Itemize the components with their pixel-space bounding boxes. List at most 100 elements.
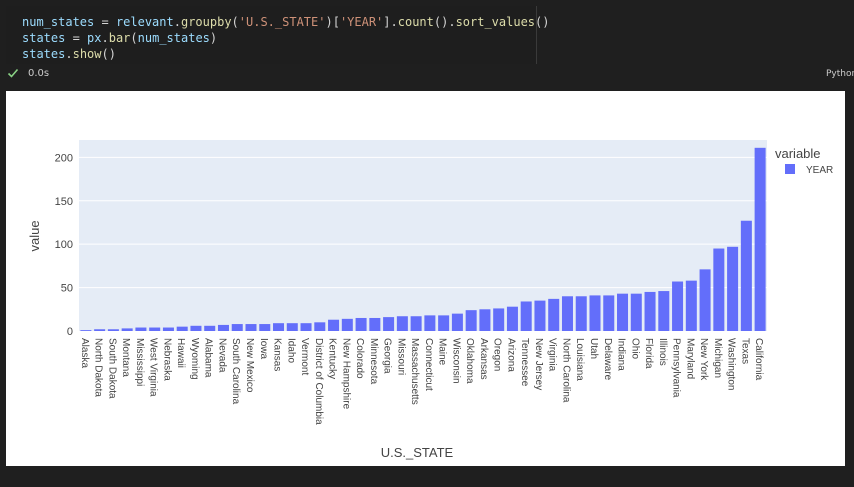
bar-new-york[interactable] <box>699 269 711 331</box>
code-editor[interactable]: num_states = relevant.groupby('U.S._STAT… <box>6 6 550 64</box>
cell-status-bar: 0.0s Python <box>0 66 854 84</box>
bar-west-virginia[interactable] <box>149 327 161 331</box>
code-token: show <box>72 47 102 61</box>
x-tick-label: New Hampshire <box>340 338 351 410</box>
bar-mississippi[interactable] <box>135 327 147 331</box>
bar-north-carolina[interactable] <box>561 296 573 331</box>
bar-minnesota[interactable] <box>369 317 381 331</box>
bar-michigan[interactable] <box>713 248 725 331</box>
bar-maine[interactable] <box>438 315 450 331</box>
x-tick-label: Virginia <box>547 338 558 372</box>
bar-louisiana[interactable] <box>575 296 587 331</box>
x-tick-label: Wyoming <box>189 338 200 380</box>
bar-kansas[interactable] <box>273 323 285 331</box>
kernel-language[interactable]: Python <box>826 69 854 79</box>
x-tick-label: Minnesota <box>368 338 379 385</box>
x-tick-label: Idaho <box>285 338 296 363</box>
bar-south-carolina[interactable] <box>231 324 243 331</box>
bar-idaho[interactable] <box>286 323 298 331</box>
x-tick-label: Texas <box>739 338 750 364</box>
cell-output: 0 50 100 150 200 Alaska North Dakota South Dak… <box>6 91 845 466</box>
bar-connecticut[interactable] <box>424 315 436 331</box>
bar-oregon[interactable] <box>493 308 505 331</box>
bar-tennessee[interactable] <box>520 301 532 331</box>
bar-iowa[interactable] <box>259 324 271 331</box>
code-token: num_states <box>137 31 210 45</box>
x-tick-label: Connecticut <box>423 338 434 391</box>
bar-california[interactable] <box>754 147 766 331</box>
bar-kentucky[interactable] <box>328 319 340 331</box>
check-icon <box>7 68 19 78</box>
bar-wisconsin[interactable] <box>451 313 463 331</box>
legend-entry-year[interactable]: YEAR <box>806 165 833 176</box>
x-tick-label: Iowa <box>258 338 269 360</box>
x-tick-label: Montana <box>120 338 131 377</box>
x-tick-label: Mississippi <box>134 338 145 386</box>
code-token: groupby <box>180 15 232 29</box>
bar-oklahoma[interactable] <box>465 310 477 331</box>
x-tick-label: Wisconsin <box>450 338 461 384</box>
x-tick-label: Nevada <box>216 338 227 373</box>
bar-nebraska[interactable] <box>162 327 174 331</box>
x-tick-label: Maine <box>437 338 448 366</box>
bar-alaska[interactable] <box>80 330 92 331</box>
code-token: ) <box>209 31 218 45</box>
bar-montana[interactable] <box>121 328 133 331</box>
bar-pennsylvania[interactable] <box>672 281 684 331</box>
bar-missouri[interactable] <box>396 316 408 331</box>
bar-florida[interactable] <box>644 291 656 331</box>
x-tick-label: Michigan <box>712 338 723 378</box>
bar-delaware[interactable] <box>603 295 615 331</box>
bar-wyoming[interactable] <box>190 325 202 331</box>
bar-hawaii[interactable] <box>176 326 188 331</box>
bar-massachusetts[interactable] <box>410 316 422 331</box>
code-token: ]. <box>383 15 398 29</box>
bar-georgia[interactable] <box>383 317 395 331</box>
bar-washington[interactable] <box>727 246 739 331</box>
x-tick-label: Hawaii <box>175 338 186 368</box>
bar-new-hampshire[interactable] <box>341 318 353 331</box>
bar-chart[interactable]: 0 50 100 150 200 Alaska North Dakota South Dak… <box>6 91 845 466</box>
x-tick-label: New Jersey <box>533 338 544 390</box>
bar-indiana[interactable] <box>617 293 629 331</box>
bar-north-dakota[interactable] <box>94 329 106 331</box>
bar-illinois[interactable] <box>658 291 670 331</box>
x-tick-label: Arkansas <box>478 338 489 380</box>
x-tick-label: Kansas <box>272 338 283 371</box>
y-tick-label: 0 <box>67 326 73 338</box>
code-token: num_states <box>22 15 95 29</box>
bar-texas[interactable] <box>740 220 752 331</box>
x-tick-label: Arizona <box>505 338 516 372</box>
y-tick-label: 50 <box>61 283 73 295</box>
x-tick-label: Alabama <box>203 338 214 378</box>
bar-south-dakota[interactable] <box>107 329 119 331</box>
bar-nevada[interactable] <box>217 324 229 331</box>
execution-time: 0.0s <box>28 68 50 79</box>
bar-virginia[interactable] <box>548 298 560 331</box>
x-tick-label: Colorado <box>354 338 365 379</box>
bar-arkansas[interactable] <box>479 309 491 331</box>
bar-ohio[interactable] <box>630 293 642 331</box>
bar-maryland[interactable] <box>685 280 697 331</box>
x-tick-label: Nebraska <box>161 338 172 381</box>
code-token: sort_values <box>455 15 536 29</box>
code-token: states <box>22 47 66 61</box>
x-tick-label: Maryland <box>684 338 695 379</box>
bar-new-mexico[interactable] <box>245 324 257 331</box>
bar-arizona[interactable] <box>506 306 518 331</box>
x-tick-label: Indiana <box>616 338 627 371</box>
code-token: px <box>87 31 102 45</box>
bar-vermont[interactable] <box>300 323 312 331</box>
code-token: (). <box>433 15 456 29</box>
bar-district-of-columbia[interactable] <box>314 322 326 331</box>
legend-swatch[interactable] <box>785 164 795 174</box>
code-line-2: states = px.bar(num_states) <box>22 30 217 46</box>
code-token: 'YEAR' <box>339 15 384 29</box>
code-cell[interactable]: num_states = relevant.groupby('U.S._STAT… <box>0 0 854 66</box>
bar-colorado[interactable] <box>355 317 367 331</box>
code-token: = <box>65 31 88 45</box>
bar-new-jersey[interactable] <box>534 300 546 331</box>
bar-utah[interactable] <box>589 295 601 331</box>
x-tick-label: Pennsylvania <box>671 338 682 398</box>
bar-alabama[interactable] <box>204 325 216 331</box>
